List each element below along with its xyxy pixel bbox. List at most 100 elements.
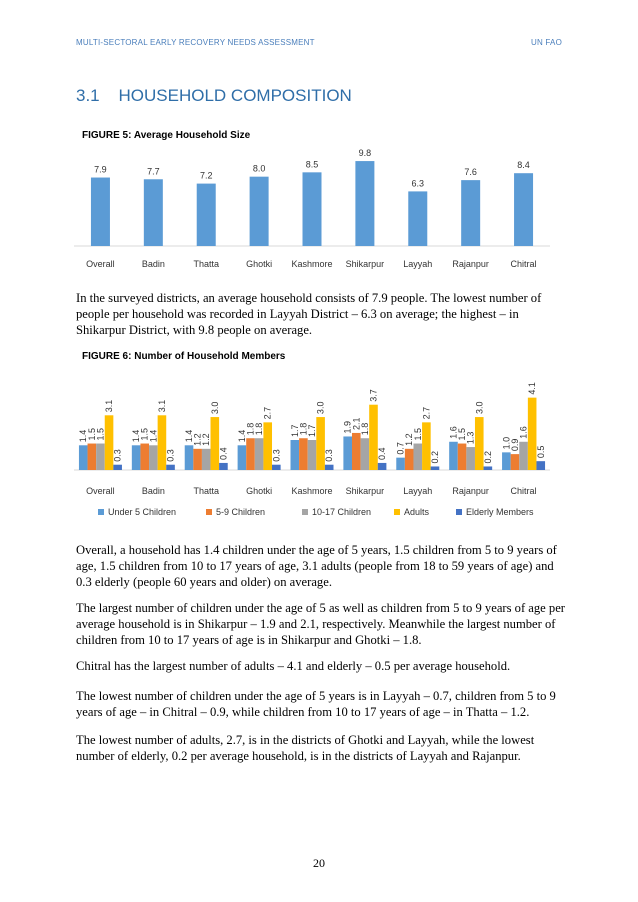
bar-rajanpur-under-5-children (449, 441, 458, 470)
bar-shikarpur-10-17-children (360, 438, 370, 470)
data-label-ghotki-adults: 2.7 (263, 407, 273, 420)
data-label-thatta-under-5-children: 1.4 (184, 430, 194, 443)
figure-6-chart: 1.41.51.53.10.3Overall1.41.51.43.10.3Bad… (74, 382, 550, 517)
bar-rajanpur-adults (474, 417, 484, 470)
running-header-title: MULTI-SECTORAL EARLY RECOVERY NEEDS ASSE… (76, 38, 315, 47)
data-label-ghotki: 8.0 (253, 164, 266, 174)
data-label-badin-elderly-members: 0.3 (166, 449, 176, 462)
bar-overall (90, 177, 110, 246)
bar-thatta-adults (210, 417, 220, 470)
data-label-thatta-10-17-children: 1.2 (201, 433, 211, 446)
data-label-layyah: 6.3 (412, 178, 425, 188)
data-label-thatta: 7.2 (200, 171, 213, 181)
paragraph-largest-children: The largest number of children under the… (76, 601, 565, 647)
data-label-overall-10-17-children: 1.5 (95, 428, 105, 441)
x-tick-overall: Overall (86, 259, 115, 269)
bar-rajanpur-elderly-members (483, 466, 493, 470)
data-label-chitral: 8.4 (517, 160, 530, 170)
data-label-layyah-5-9-children: 1.2 (404, 433, 414, 446)
section-title: 3.1 HOUSEHOLD COMPOSITION (76, 86, 352, 105)
bar-overall-10-17-children (96, 443, 105, 470)
data-label-kashmore-5-9-children: 1.8 (298, 423, 308, 436)
x-tick-shikarpur: Shikarpur (346, 486, 385, 496)
bar-thatta-5-9-children (193, 448, 202, 470)
data-label-kashmore-elderly-members: 0.3 (324, 449, 334, 462)
bar-kashmore-under-5-children (290, 440, 300, 470)
bar-rajanpur-5-9-children (457, 443, 467, 470)
data-label-kashmore-10-17-children: 1.7 (307, 424, 317, 437)
x-tick-badin: Badin (142, 486, 165, 496)
data-label-badin-5-9-children: 1.5 (140, 428, 150, 441)
x-tick-shikarpur: Shikarpur (346, 259, 385, 269)
data-label-rajanpur-adults: 3.0 (474, 402, 484, 415)
bar-shikarpur (355, 161, 375, 246)
x-tick-kashmore: Kashmore (291, 259, 332, 269)
data-label-badin: 7.7 (147, 166, 160, 176)
bar-kashmore-elderly-members (324, 464, 334, 470)
data-label-rajanpur: 7.6 (464, 167, 477, 177)
data-label-kashmore-adults: 3.0 (316, 402, 326, 415)
figure-6-title: FIGURE 6: Number of Household Members (82, 351, 286, 362)
bar-chitral-5-9-children (510, 454, 520, 470)
x-tick-rajanpur: Rajanpur (452, 486, 489, 496)
data-label-chitral-under-5-children: 1.0 (501, 437, 511, 450)
data-label-overall-elderly-members: 0.3 (113, 449, 123, 462)
data-label-shikarpur: 9.8 (359, 148, 372, 158)
bar-ghotki-adults (263, 422, 273, 470)
running-header-org: UN FAO (531, 38, 562, 47)
data-label-thatta-elderly-members: 0.4 (218, 447, 228, 460)
bar-kashmore-10-17-children (307, 440, 317, 470)
bar-overall-under-5-children (78, 445, 88, 470)
bar-chitral (514, 173, 534, 246)
data-label-shikarpur-10-17-children: 1.8 (360, 423, 370, 436)
page-number: 20 (313, 856, 325, 870)
bar-ghotki-elderly-members (272, 464, 281, 470)
data-label-ghotki-10-17-children: 1.8 (254, 423, 264, 436)
data-label-overall-under-5-children: 1.4 (78, 430, 88, 443)
data-label-shikarpur-5-9-children: 2.1 (351, 417, 361, 430)
bar-rajanpur (461, 180, 481, 246)
data-label-thatta-5-9-children: 1.2 (193, 433, 203, 446)
bar-thatta (196, 183, 216, 246)
legend-label-5-9-children: 5-9 Children (216, 507, 265, 517)
paragraph-household-size: In the surveyed districts, an average ho… (76, 291, 542, 337)
bar-badin-under-5-children (131, 445, 141, 470)
legend-label-10-17-children: 10-17 Children (312, 507, 371, 517)
x-tick-layyah: Layyah (403, 486, 432, 496)
bar-chitral-under-5-children (502, 452, 511, 470)
x-tick-thatta: Thatta (193, 486, 219, 496)
data-label-kashmore: 8.5 (306, 159, 319, 169)
x-tick-overall: Overall (86, 486, 115, 496)
data-label-badin-10-17-children: 1.4 (148, 430, 158, 443)
bar-layyah-adults (422, 422, 431, 470)
data-label-badin-adults: 3.1 (157, 400, 167, 413)
x-tick-ghotki: Ghotki (246, 259, 272, 269)
bar-kashmore-5-9-children (299, 438, 308, 470)
bar-overall-5-9-children (87, 443, 97, 470)
legend-label-adults: Adults (404, 507, 430, 517)
data-label-shikarpur-adults: 3.7 (368, 389, 378, 402)
data-label-layyah-under-5-children: 0.7 (396, 442, 406, 455)
data-label-badin-under-5-children: 1.4 (131, 430, 141, 443)
data-label-layyah-10-17-children: 1.5 (413, 428, 423, 441)
paragraph-chitral-adults: Chitral has the largest number of adults… (76, 659, 511, 673)
paragraph-lowest-adults: The lowest number of adults, 2.7, is in … (76, 733, 535, 763)
data-label-layyah-elderly-members: 0.2 (430, 451, 440, 464)
x-tick-layyah: Layyah (403, 259, 432, 269)
bar-layyah-under-5-children (396, 457, 405, 470)
data-label-shikarpur-under-5-children: 1.9 (343, 421, 353, 434)
bar-shikarpur-under-5-children (343, 436, 352, 470)
bar-kashmore (302, 172, 322, 246)
x-tick-badin: Badin (142, 259, 165, 269)
x-tick-chitral: Chitral (511, 486, 537, 496)
x-tick-kashmore: Kashmore (291, 486, 332, 496)
bar-shikarpur-5-9-children (351, 432, 361, 470)
bar-layyah-5-9-children (404, 448, 414, 470)
legend-label-under-5-children: Under 5 Children (108, 507, 176, 517)
data-label-rajanpur-5-9-children: 1.5 (457, 428, 467, 441)
data-label-shikarpur-elderly-members: 0.4 (377, 447, 387, 460)
x-tick-chitral: Chitral (511, 259, 537, 269)
x-tick-thatta: Thatta (193, 259, 219, 269)
bar-layyah-10-17-children (413, 443, 423, 470)
data-label-overall-adults: 3.1 (104, 400, 114, 413)
